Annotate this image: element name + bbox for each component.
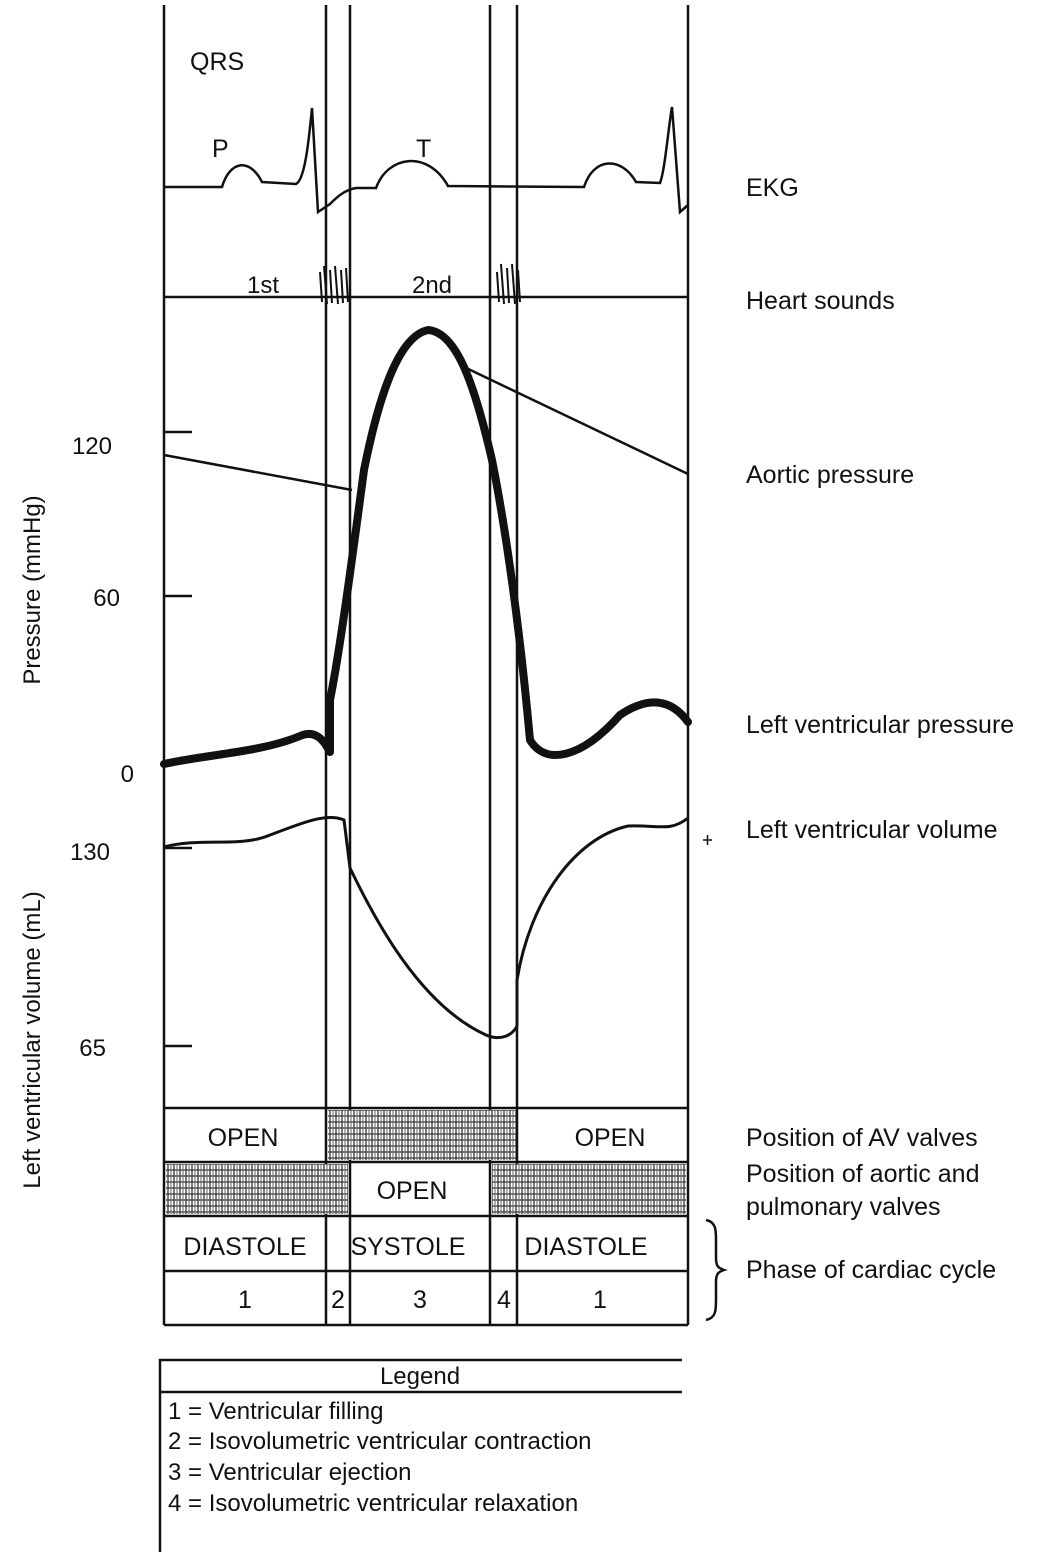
first-heart-sound-burst bbox=[319, 265, 349, 305]
phase-number-1a: 1 bbox=[238, 1286, 252, 1314]
pressure-axis-label: Pressure (mmHg) bbox=[19, 495, 46, 684]
phase-number-4: 4 bbox=[497, 1286, 511, 1314]
second-heart-sound-burst bbox=[496, 263, 521, 305]
lv-pressure-label: Left ventricular pressure bbox=[746, 711, 1014, 739]
av-valves-label: Position of AV valves bbox=[746, 1124, 978, 1152]
phase-number-3: 3 bbox=[413, 1286, 427, 1314]
phase-label: Phase of cardiac cycle bbox=[746, 1256, 996, 1284]
legend-item-3: 3 = Ventricular ejection bbox=[168, 1459, 411, 1486]
legend-title: Legend bbox=[380, 1363, 460, 1390]
lv-volume-label: Left ventricular volume bbox=[746, 816, 998, 844]
phase-diastole-right: DIASTOLE bbox=[524, 1233, 647, 1261]
small-cross-mark bbox=[703, 835, 712, 845]
volume-tick-130: 130 bbox=[70, 839, 110, 866]
volume-axis-label: Left ventricular volume (mL) bbox=[19, 891, 46, 1188]
phase-number-1b: 1 bbox=[593, 1286, 607, 1314]
volume-tick-65: 65 bbox=[79, 1035, 106, 1062]
aortic-valve-closed-hatch-right bbox=[492, 1164, 686, 1214]
aortic-pressure-trace bbox=[163, 364, 689, 492]
av-valves-open-left-bg bbox=[166, 1110, 324, 1160]
pressure-tick-120: 120 bbox=[72, 433, 112, 460]
first-sound-label: 1st bbox=[247, 272, 279, 299]
legend-item-2: 2 = Isovolumetric ventricular contractio… bbox=[168, 1428, 592, 1455]
legend-item-1: 1 = Ventricular filling bbox=[168, 1398, 383, 1425]
av-open-right: OPEN bbox=[575, 1124, 646, 1152]
p-wave-label: P bbox=[212, 135, 229, 163]
legend-item-4: 4 = Isovolumetric ventricular relaxation bbox=[168, 1490, 578, 1517]
aortic-open-middle: OPEN bbox=[377, 1177, 448, 1205]
lv-pressure-trace bbox=[160, 326, 692, 768]
axis-ticks bbox=[164, 430, 192, 1048]
phase-systole: SYSTOLE bbox=[351, 1233, 466, 1261]
aortic-valve-closed-hatch-left bbox=[166, 1164, 348, 1214]
lv-volume-trace bbox=[163, 815, 689, 1040]
av-valves-closed-hatch bbox=[328, 1110, 516, 1160]
av-open-left: OPEN bbox=[208, 1124, 279, 1152]
heart-sounds-label: Heart sounds bbox=[746, 287, 895, 315]
ekg-label: EKG bbox=[746, 174, 799, 202]
pressure-tick-60: 60 bbox=[93, 585, 120, 612]
ekg-trace bbox=[164, 106, 689, 215]
phase-brace bbox=[705, 1218, 728, 1322]
legend-box: Legend 1 = Ventricular filling 2 = Isovo… bbox=[158, 1358, 682, 1552]
pressure-tick-0: 0 bbox=[121, 761, 134, 788]
aortic-valve-open-bg bbox=[352, 1164, 488, 1214]
phase-diastole-left: DIASTOLE bbox=[183, 1233, 306, 1261]
aortic-valves-label-line1: Position of aortic and bbox=[746, 1160, 979, 1188]
phase-number-2: 2 bbox=[331, 1286, 345, 1314]
second-sound-label: 2nd bbox=[412, 272, 452, 299]
aortic-valves-label-line2: pulmonary valves bbox=[746, 1193, 941, 1221]
qrs-label: QRS bbox=[190, 48, 244, 76]
phase-divider-lines bbox=[162, 5, 690, 1325]
t-wave-label: T bbox=[416, 135, 431, 163]
aortic-pressure-label: Aortic pressure bbox=[746, 461, 914, 489]
valve-table-grid bbox=[164, 1106, 688, 1327]
